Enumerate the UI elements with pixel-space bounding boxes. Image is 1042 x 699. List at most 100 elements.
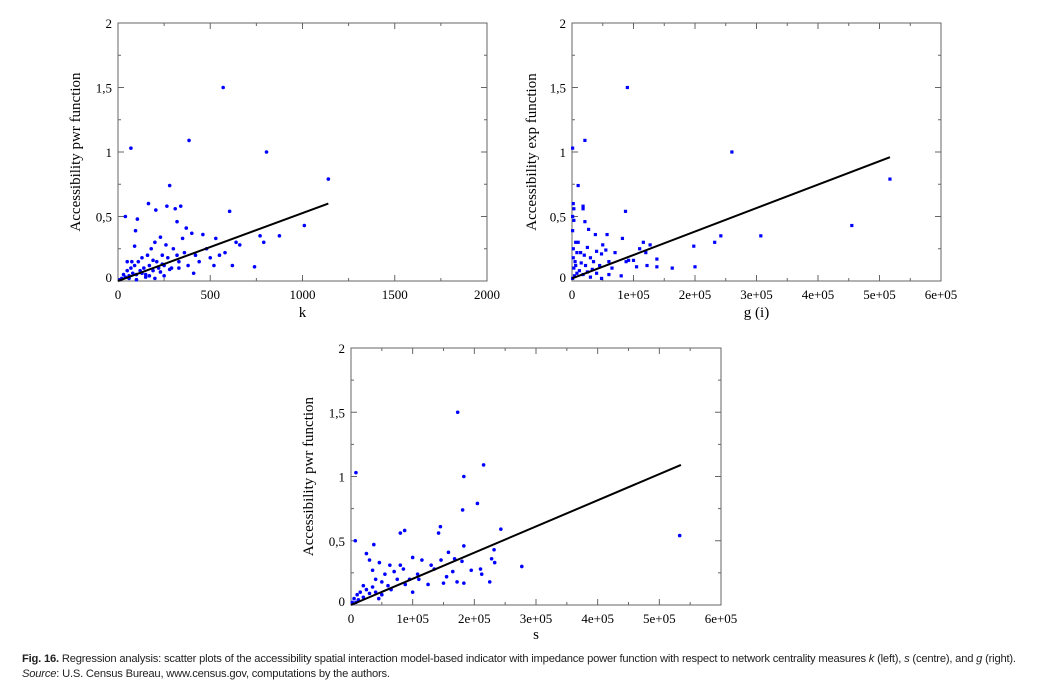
y-axis-label: Accessibility exp function: [524, 73, 540, 231]
data-point: [173, 206, 177, 211]
caption-s: s: [904, 653, 910, 665]
data-point: [134, 277, 139, 282]
data-point: [252, 265, 257, 269]
data-point: [130, 271, 135, 276]
data-point: [361, 583, 366, 588]
data-point: [377, 560, 382, 565]
data-point: [395, 577, 400, 582]
x-tick-label: 5e+05: [863, 287, 896, 302]
data-point: [182, 250, 187, 255]
data-point: [455, 580, 459, 584]
data-point: [326, 177, 331, 181]
x-tick-label: 4e+05: [581, 611, 614, 626]
data-point: [142, 266, 146, 270]
data-point: [167, 183, 172, 188]
data-point: [436, 531, 441, 535]
data-point: [571, 146, 575, 150]
data-point: [571, 202, 575, 206]
data-point: [410, 555, 415, 560]
y-tick-label: 0,5: [96, 210, 112, 225]
data-point: [143, 275, 148, 279]
data-point: [227, 209, 232, 214]
data-point: [361, 595, 366, 600]
data-point: [177, 266, 181, 270]
scatter-panel-left: 0 500 1000 1500 2000 0 0,5 1 1,5 2 k Accessibility …: [68, 16, 500, 321]
y-axis-label: Accessibility pwr function: [68, 72, 84, 232]
data-point: [605, 232, 609, 237]
y-tick-label: 0: [339, 594, 346, 609]
data-point: [572, 266, 576, 270]
data-point: [438, 524, 443, 529]
data-point: [571, 256, 575, 260]
y-tick-label: 1,5: [96, 81, 112, 96]
data-point: [598, 263, 602, 268]
x-tick-label: 0: [348, 611, 355, 626]
y-tick-label: 0,5: [550, 210, 566, 225]
data-point: [624, 260, 628, 264]
data-point: [153, 240, 157, 245]
x-tick-label: 5e+05: [643, 611, 676, 626]
data-point: [572, 207, 576, 211]
data-point: [581, 204, 585, 208]
data-point: [383, 572, 387, 576]
data-point: [677, 533, 682, 538]
data-point: [439, 558, 443, 562]
data-point: [370, 568, 375, 573]
x-tick-label: 1500: [382, 287, 408, 302]
data-point: [129, 146, 133, 150]
data-point: [143, 272, 148, 277]
data-point: [571, 229, 575, 233]
x-axis-label: k: [299, 305, 307, 321]
data-point: [164, 243, 168, 247]
data-point: [455, 410, 460, 415]
y-tick-label: 0: [106, 270, 113, 285]
data-point: [595, 271, 599, 275]
data-point: [450, 569, 455, 574]
data-point: [237, 243, 242, 247]
data-point: [601, 243, 605, 247]
data-point: [380, 592, 384, 597]
data-point: [487, 580, 492, 584]
data-point: [221, 85, 225, 90]
data-point: [401, 567, 406, 571]
data-point: [398, 531, 403, 535]
data-point: [573, 260, 577, 264]
data-point: [158, 270, 163, 274]
x-tick-label: 6e+05: [705, 611, 738, 626]
x-axis-label: g (i): [744, 305, 769, 321]
data-point: [575, 251, 579, 255]
data-point: [599, 276, 604, 281]
data-point: [223, 250, 227, 255]
data-point: [123, 214, 128, 219]
y-tick-label: 1: [560, 145, 567, 160]
data-point: [655, 257, 659, 261]
data-point: [177, 259, 181, 264]
data-point: [670, 266, 674, 270]
data-point: [380, 580, 384, 584]
data-point: [415, 572, 420, 576]
data-point: [160, 253, 165, 257]
data-point: [460, 508, 465, 512]
data-point: [386, 583, 390, 588]
x-tick-label: 6e+05: [925, 287, 958, 302]
data-point: [402, 528, 407, 533]
data-point: [850, 223, 854, 228]
data-point: [595, 249, 599, 253]
data-point: [489, 556, 494, 561]
data-point: [593, 232, 597, 237]
x-tick-label: 3e+05: [520, 611, 553, 626]
data-point: [462, 581, 466, 585]
data-point: [191, 271, 196, 276]
data-point: [582, 253, 586, 257]
data-point: [193, 253, 198, 257]
data-point: [398, 563, 403, 567]
regression-line: [571, 156, 891, 280]
x-tick-label: 2e+05: [458, 611, 491, 626]
data-point: [692, 244, 696, 248]
data-point: [230, 263, 235, 268]
y-tick-label: 1,5: [550, 81, 566, 96]
data-point: [888, 177, 892, 181]
data-point: [208, 255, 213, 260]
data-point: [158, 235, 163, 239]
data-point: [367, 591, 372, 596]
